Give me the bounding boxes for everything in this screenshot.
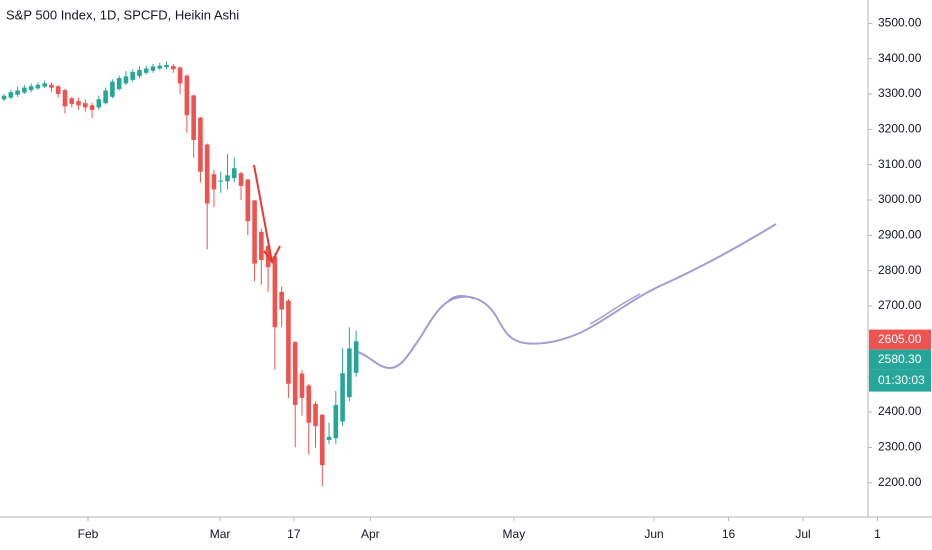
y-tick-label: 3000.00 [878,192,922,206]
candle-body [231,168,237,179]
candle-body [62,90,68,107]
forecast-drawing [357,223,777,370]
candle-body [340,373,345,422]
countdown-box [869,369,931,392]
forecast-drawing [448,295,475,301]
candle-body [259,231,264,261]
candle-body [83,103,88,108]
price-label-box [869,329,931,350]
y-tick-label: 3300.00 [878,86,922,100]
candle-body [211,174,217,190]
candle-body [198,117,203,172]
candle-body [191,95,196,140]
candle-body [184,75,190,116]
x-tick-label: Feb [78,527,99,541]
forecast-drawing [589,293,641,325]
candle-body [157,65,163,69]
candle-body [110,81,115,97]
candle-body [279,291,284,310]
x-tick-label: Jun [644,527,663,541]
candle-body [55,86,61,94]
arrow-drawing [263,245,281,264]
candle-body [130,72,136,80]
candle-body [218,180,224,182]
price-label: 2580.30 [878,352,922,366]
x-tick-label: Jul [795,527,810,541]
candle-body [69,98,75,104]
candle-body [319,414,325,466]
candle-body [347,348,352,398]
y-tick-label: 3100.00 [878,157,922,171]
candle-body [123,76,129,84]
y-tick-label: 3400.00 [878,51,922,65]
candle-body [42,83,47,87]
candle-body [286,300,291,384]
candle-body [1,95,7,100]
candle-body [8,92,14,98]
candle-body [299,373,305,398]
candle-body [143,68,149,73]
x-tick-label: 17 [287,527,301,541]
y-tick-label: 3500.00 [878,15,922,29]
candle-body [22,87,27,93]
y-tick-label: 2900.00 [878,228,922,242]
x-tick-label: May [503,527,526,541]
candle-body [272,256,278,328]
candle-body [96,99,102,108]
candle-body [137,69,142,76]
y-tick-label: 2700.00 [878,298,922,312]
candle-body [103,90,108,104]
x-tick-label: 16 [722,527,736,541]
candle-body [292,342,298,405]
countdown: 01:30:03 [878,373,925,387]
candle-body [225,175,230,182]
candle-body [35,84,41,89]
x-tick-label: Mar [210,527,231,541]
candle-body [313,403,318,427]
x-tick-label: Apr [361,527,380,541]
candle-body [245,179,251,222]
candle-body [116,78,122,90]
candle-body [333,404,339,439]
plot-area [1,61,359,487]
candle-body [15,90,20,95]
y-tick-label: 2400.00 [878,404,922,418]
y-tick-label: 2800.00 [878,263,922,277]
candle-body [89,105,95,110]
y-tick-label: 3200.00 [878,122,922,136]
candle-body [171,66,176,70]
candle-body [150,66,156,71]
x-tick-label: 1 [874,527,881,541]
candle-body [252,200,257,264]
candle-body [28,86,34,91]
candle-body [353,341,359,373]
price-label-box [869,349,931,370]
y-tick-label: 2200.00 [878,475,922,489]
candle-body [76,101,81,106]
candle-body [326,436,332,440]
chart-title: S&P 500 Index, 1D, SPCFD, Heikin Ashi [6,7,239,22]
price-label: 2605.00 [878,332,922,346]
candle-body [306,385,312,423]
candle-body [164,65,169,68]
y-tick-label: 2300.00 [878,440,922,454]
candle-body [177,67,183,84]
candle-body [49,84,54,88]
candle-body [238,173,244,186]
arrow-drawing [253,164,273,263]
candle-body [204,144,210,204]
